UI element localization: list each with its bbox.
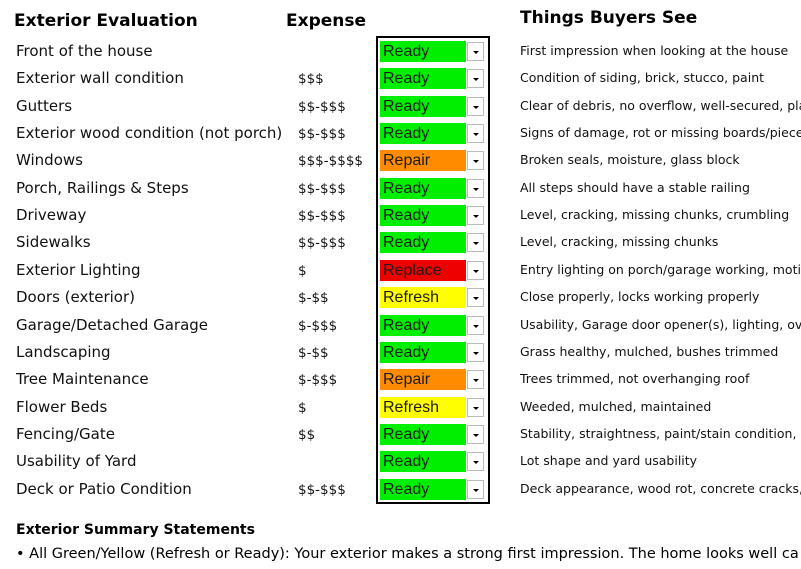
- dropdown-arrow[interactable]: [467, 452, 484, 472]
- summary-title: Exterior Summary Statements: [16, 522, 255, 538]
- row-expense: $-$$$: [298, 372, 338, 389]
- row-item: Exterior wall condition: [16, 69, 184, 88]
- dropdown-arrow[interactable]: [467, 96, 484, 116]
- row-item: Garage/Detached Garage: [16, 315, 209, 334]
- status-dropdown[interactable]: Ready: [380, 41, 466, 62]
- row-note: Trees trimmed, not overhanging roof: [520, 371, 750, 387]
- dropdown-arrow[interactable]: [467, 178, 484, 198]
- row-expense: $$-$$$: [298, 98, 346, 115]
- status-dropdown[interactable]: Ready: [380, 478, 466, 500]
- row-note: Grass healthy, mulched, bushes trimmed: [520, 343, 779, 359]
- row-item: Sidewalks: [16, 233, 91, 252]
- row-note: Stability, straightness, paint/stain con…: [520, 425, 801, 441]
- row-item: Windows: [16, 151, 83, 170]
- status-dropdown[interactable]: Repair: [380, 150, 466, 172]
- status-dropdown[interactable]: Ready: [380, 68, 466, 90]
- row-note: Broken seals, moisture, glass block: [520, 152, 740, 168]
- row-item: Deck or Patio Condition: [16, 479, 192, 498]
- status-dropdown[interactable]: Ready: [380, 177, 466, 199]
- row-item: Porch, Railings & Steps: [16, 178, 189, 197]
- dropdown-arrow[interactable]: [467, 397, 484, 417]
- status-dropdown[interactable]: Ready: [380, 451, 466, 473]
- row-note: Entry lighting on porch/garage working, …: [520, 261, 801, 277]
- status-dropdown[interactable]: Replace: [380, 259, 466, 281]
- dropdown-arrow[interactable]: [467, 342, 484, 362]
- header-expense: Expense: [286, 11, 367, 31]
- row-item: Exterior Lighting: [16, 260, 141, 279]
- row-expense: $$-$$$: [298, 235, 346, 252]
- row-item: Flower Beds: [16, 397, 108, 416]
- row-expense: $$-$$$: [298, 126, 346, 143]
- row-expense: $$-$$$: [298, 481, 346, 498]
- row-note: Lot shape and yard usability: [520, 453, 698, 469]
- dropdown-arrow[interactable]: [467, 315, 484, 335]
- row-note: All steps should have a stable railing: [520, 179, 750, 195]
- status-dropdown[interactable]: Ready: [380, 423, 466, 445]
- row-expense: $-$$$: [298, 317, 338, 334]
- row-item: Exterior wood condition (not porch): [16, 124, 283, 143]
- row-expense: $: [298, 399, 307, 416]
- row-expense: $: [298, 262, 307, 279]
- row-note: Condition of siding, brick, stucco, pain…: [520, 70, 765, 86]
- row-expense: $$: [298, 426, 316, 443]
- dropdown-arrow[interactable]: [467, 233, 484, 253]
- row-expense: $-$$: [298, 344, 329, 361]
- dropdown-arrow[interactable]: [467, 424, 484, 444]
- row-expense: $-$$: [298, 290, 329, 307]
- row-note: Clear of debris, no overflow, well-secur…: [520, 97, 801, 113]
- row-item: Landscaping: [16, 342, 111, 361]
- summary-bullet: • All Green/Yellow (Refresh or Ready): Y…: [16, 546, 799, 562]
- row-item: Gutters: [16, 96, 73, 115]
- status-dropdown[interactable]: Refresh: [380, 396, 466, 418]
- row-item: Driveway: [16, 206, 87, 225]
- status-dropdown[interactable]: Ready: [380, 123, 466, 145]
- row-item: Front of the house: [16, 42, 153, 60]
- status-dropdown[interactable]: Ready: [380, 95, 466, 117]
- status-dropdown[interactable]: Ready: [380, 314, 466, 336]
- row-item: Doors (exterior): [16, 288, 135, 307]
- status-column: [376, 36, 490, 504]
- row-note: Level, cracking, missing chunks: [520, 234, 719, 250]
- status-dropdown[interactable]: Ready: [380, 232, 466, 254]
- row-note: Level, cracking, missing chunks, crumbli…: [520, 207, 790, 223]
- status-dropdown[interactable]: Repair: [380, 369, 466, 391]
- dropdown-arrow[interactable]: [467, 370, 484, 390]
- status-dropdown[interactable]: Ready: [380, 341, 466, 363]
- row-note: Weeded, mulched, maintained: [520, 398, 712, 414]
- row-item: Fencing/Gate: [16, 424, 115, 443]
- row-expense: $$-$$$: [298, 208, 346, 225]
- row-note: First impression when looking at the hou…: [520, 43, 789, 58]
- row-expense: $$$: [298, 71, 324, 88]
- row-note: Signs of damage, rot or missing boards/p…: [520, 125, 801, 141]
- dropdown-arrow[interactable]: [467, 42, 484, 61]
- header-notes: Things Buyers See: [520, 8, 698, 28]
- row-item: Usability of Yard: [16, 452, 137, 471]
- row-expense: $$-$$$: [298, 180, 346, 197]
- row-expense: $$$-$$$$: [298, 153, 363, 170]
- status-dropdown[interactable]: Ready: [380, 205, 466, 227]
- dropdown-arrow[interactable]: [467, 479, 484, 499]
- row-item: Tree Maintenance: [16, 370, 149, 389]
- dropdown-arrow[interactable]: [467, 151, 484, 171]
- dropdown-arrow[interactable]: [467, 124, 484, 144]
- dropdown-arrow[interactable]: [467, 288, 484, 308]
- row-note: Deck appearance, wood rot, concrete crac…: [520, 480, 801, 496]
- dropdown-arrow[interactable]: [467, 206, 484, 226]
- row-note: Close properly, locks working properly: [520, 289, 760, 305]
- header-evaluation: Exterior Evaluation: [14, 11, 198, 31]
- status-dropdown[interactable]: Refresh: [380, 287, 466, 309]
- row-note: Usability, Garage door opener(s), lighti…: [520, 316, 801, 332]
- dropdown-arrow[interactable]: [467, 260, 484, 280]
- dropdown-arrow[interactable]: [467, 69, 484, 89]
